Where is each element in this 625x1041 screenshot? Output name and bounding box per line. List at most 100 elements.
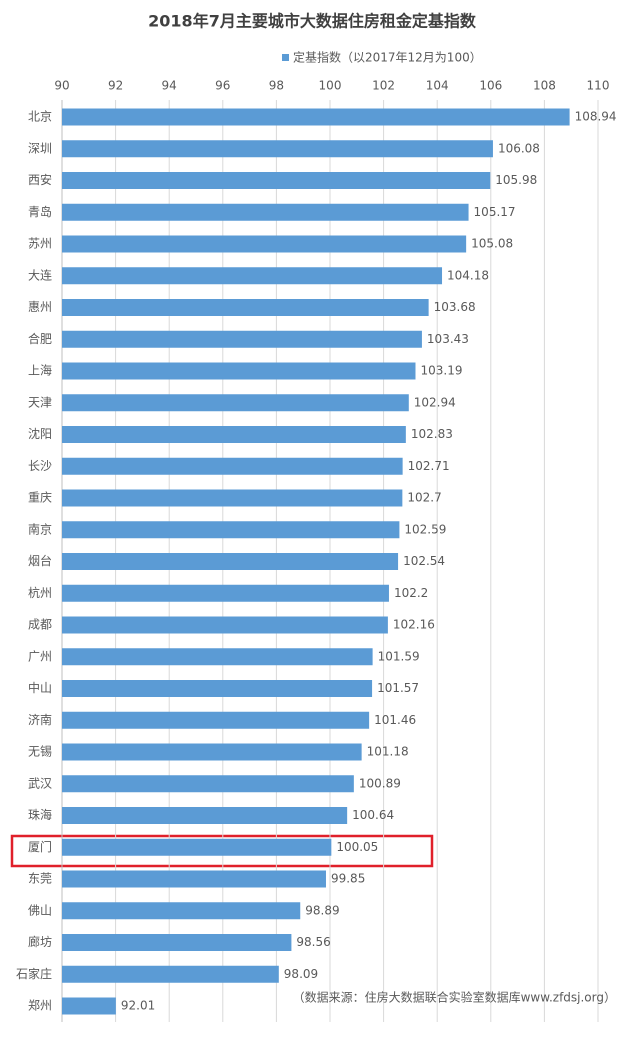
y-tick-label: 佛山 [28,903,52,917]
source-note: （数据来源：住房大数据联合实验室数据库www.zfdsj.org） [293,990,616,1005]
y-tick-label: 长沙 [28,459,52,473]
legend-swatch [282,54,289,61]
value-label: 101.57 [377,681,419,695]
value-label: 101.18 [367,745,409,759]
value-label: 101.46 [374,713,416,727]
bar [62,394,409,412]
value-label: 105.98 [495,173,537,187]
bar [62,330,422,348]
y-tick-label: 济南 [28,712,52,727]
value-label: 102.54 [403,554,445,568]
bar [62,203,469,221]
bar [62,648,373,666]
bar [62,807,348,824]
bar [62,838,332,856]
value-label: 99.85 [331,872,365,886]
value-label: 105.17 [474,205,516,219]
y-tick-label: 广州 [28,649,52,663]
y-tick-label: 珠海 [28,807,52,822]
y-tick-label: 成都 [28,618,52,632]
x-tick-label: 102 [372,79,395,93]
value-label: 104.18 [447,268,489,282]
bar [62,902,301,920]
value-label: 102.83 [411,427,453,441]
value-label: 98.56 [296,935,330,949]
bar [62,426,406,443]
x-tick-label: 104 [426,79,449,93]
value-label: 103.19 [420,364,462,378]
value-label: 103.43 [427,332,469,346]
value-label: 100.89 [359,776,401,790]
y-tick-label: 中山 [28,680,52,695]
y-tick-label: 杭州 [28,585,52,600]
y-tick-label: 天津 [28,395,52,409]
value-label: 98.89 [305,903,339,917]
bar [62,997,116,1015]
x-tick-label: 100 [319,79,342,93]
bar [62,553,399,570]
y-tick-label: 合肥 [28,331,52,346]
bar [62,521,400,539]
bar [62,870,326,888]
bar [62,934,292,951]
value-label: 100.05 [336,840,378,854]
value-label: 103.68 [434,300,476,314]
y-tick-label: 苏州 [28,237,52,251]
value-label: 102.7 [407,491,441,505]
y-tick-label: 石家庄 [16,966,52,981]
y-tick-label: 重庆 [28,491,52,505]
x-tick-label: 90 [54,79,69,93]
value-label: 101.59 [378,649,420,663]
bar [62,743,362,761]
value-label: 102.59 [404,522,446,536]
bar [62,267,443,285]
y-tick-label: 北京 [28,110,52,124]
y-tick-label: 东莞 [28,872,52,886]
x-tick-label: 110 [587,79,610,93]
x-tick-label: 106 [479,79,502,93]
bar [62,108,570,126]
value-label: 92.01 [121,999,155,1013]
value-label: 102.94 [414,395,456,409]
bar [62,172,491,189]
value-label: 108.94 [575,110,617,124]
value-label: 106.08 [498,141,540,155]
value-label: 105.08 [471,237,513,251]
bar [62,235,467,253]
highlight-box [10,834,434,868]
value-label: 102.16 [393,618,435,632]
x-tick-label: 96 [215,79,230,93]
x-tick-label: 92 [108,79,123,93]
y-tick-label: 无锡 [28,744,52,759]
bar [62,457,403,475]
y-tick-label: 烟台 [28,553,52,568]
y-tick-label: 厦门 [28,839,52,854]
y-tick-label: 武汉 [28,776,52,790]
value-label: 102.2 [394,586,428,600]
value-label: 102.71 [408,459,450,473]
bar [62,680,373,697]
bar [62,299,429,316]
y-tick-label: 惠州 [28,300,52,314]
x-tick-label: 94 [162,79,177,93]
y-tick-label: 上海 [28,363,52,378]
y-tick-label: 南京 [28,521,52,536]
bar [62,140,493,158]
bar [62,711,370,729]
bar [62,489,403,507]
bar [62,616,388,634]
value-label: 98.09 [284,967,318,981]
y-tick-label: 沈阳 [28,426,52,441]
bar [62,965,279,983]
y-tick-label: 大连 [28,267,52,282]
value-label: 100.64 [352,808,394,822]
chart-title: 2018年7月主要城市大数据住房租金定基指数 [148,12,477,31]
legend-label: 定基指数（以2017年12月为100） [293,50,482,65]
bar [62,362,416,380]
y-tick-label: 廊坊 [28,934,52,949]
y-tick-label: 青岛 [28,204,52,219]
bar [62,775,354,793]
x-tick-label: 98 [269,79,284,93]
y-tick-label: 郑州 [28,998,52,1013]
